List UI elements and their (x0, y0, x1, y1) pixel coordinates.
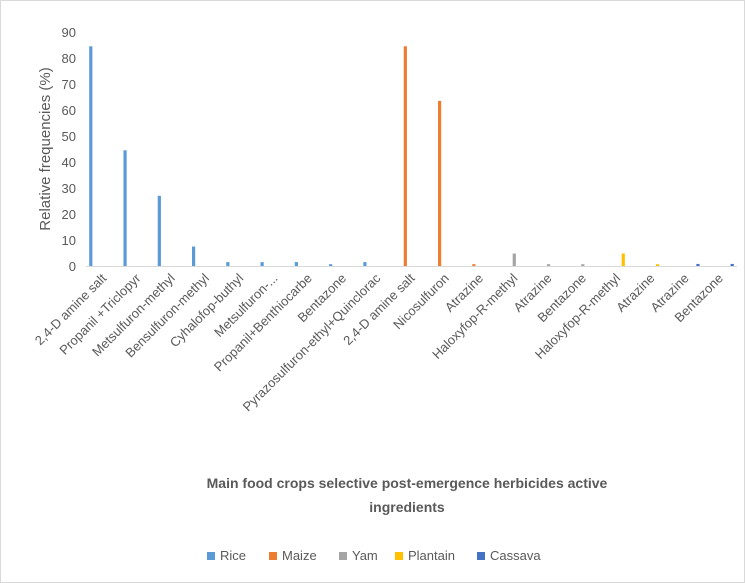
x-axis-title-line-1: Main food crops selective post-emergence… (207, 475, 608, 491)
y-tick-label: 40 (62, 155, 76, 170)
legend-label-maize: Maize (282, 548, 317, 563)
y-tick-label: 60 (62, 103, 76, 118)
legend-swatch-plantain (395, 552, 403, 560)
bar-rice (260, 262, 264, 266)
x-axis-title-line-2: ingredients (369, 499, 445, 515)
legend-swatch-rice (207, 552, 215, 560)
legend-swatch-cassava (477, 552, 485, 560)
legend-label-yam: Yam (352, 548, 378, 563)
bar-maize (403, 46, 407, 266)
bar-rice (363, 262, 367, 266)
y-tick-label: 90 (62, 25, 76, 40)
y-tick-label: 70 (62, 77, 76, 92)
bar-rice (226, 262, 230, 266)
bar-maize (438, 100, 442, 267)
y-tick-label: 20 (62, 207, 76, 222)
bar-cassava (730, 263, 734, 266)
y-axis-title: Relative frequencies (%) (37, 67, 54, 230)
legend-swatch-yam (339, 552, 347, 560)
bar-cassava (696, 263, 700, 266)
bar-yam (581, 264, 585, 266)
y-tick-label: 30 (62, 181, 76, 196)
y-tick-label: 50 (62, 129, 76, 144)
y-axis: 0 10 20 30 40 50 60 70 80 90 (62, 25, 76, 274)
bar-plantain (655, 264, 660, 266)
bar-rice (89, 46, 93, 266)
bar-rice (157, 195, 161, 266)
bar-plantain (621, 253, 625, 266)
legend: Rice Maize Yam Plantain Cassava (207, 548, 541, 563)
legend-swatch-maize (269, 552, 277, 560)
bar-rice (191, 246, 196, 266)
legend-label-cassava: Cassava (490, 548, 541, 563)
legend-label-rice: Rice (220, 548, 246, 563)
y-tick-label: 10 (62, 233, 76, 248)
bar-yam (546, 264, 551, 266)
bar-yam (512, 253, 516, 266)
bar-rice (123, 150, 127, 266)
y-tick-label: 80 (62, 51, 76, 66)
bars (89, 46, 734, 267)
y-tick-label: 0 (69, 259, 76, 274)
bar-maize (472, 264, 476, 266)
legend-label-plantain: Plantain (408, 548, 455, 563)
bar-rice (329, 264, 333, 266)
bar-rice (294, 262, 298, 266)
